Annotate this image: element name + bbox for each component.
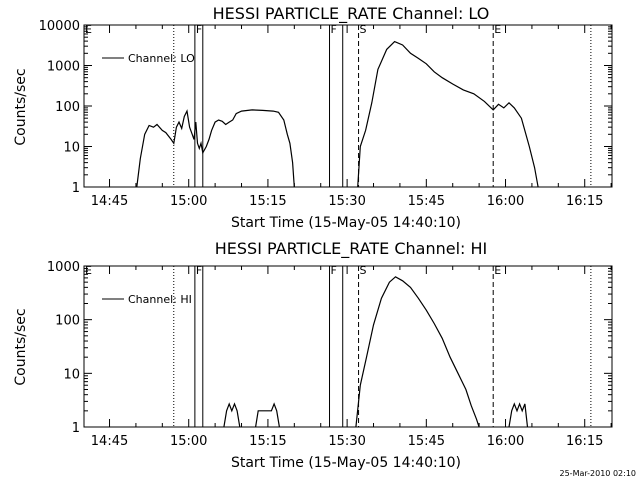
y-tick-label: 100 (55, 100, 80, 115)
x-tick-label: 14:45 (91, 434, 128, 449)
y-axis-label: Counts/sec (13, 68, 29, 145)
series-line (355, 276, 480, 428)
x-tick-label: 15:00 (170, 194, 207, 209)
y-tick-label: 10 (63, 367, 80, 382)
hi-channel-panel: HESSI PARTICLE_RATE Channel: HI Counts/s… (13, 239, 613, 471)
footer-timestamp: 25-Mar-2010 02:10 (560, 469, 637, 478)
y-tick-label: 10 (63, 141, 80, 156)
chart-title: HESSI PARTICLE_RATE Channel: LO (213, 4, 490, 24)
y-tick-label: 1000 (47, 260, 80, 275)
y-tick-label: 1000 (47, 60, 80, 75)
event-marker-label: F (196, 23, 202, 36)
x-tick-label: 16:00 (487, 434, 524, 449)
x-axis-label: Start Time (15-May-05 14:40:10) (231, 215, 461, 231)
x-tick-label: 16:00 (487, 194, 524, 209)
x-tick-label: 15:45 (408, 434, 445, 449)
event-marker-label: F (331, 23, 337, 36)
y-tick-label: 10000 (39, 19, 80, 34)
event-marker-label: E (85, 23, 92, 36)
x-tick-label: 15:45 (408, 194, 445, 209)
legend-label: Channel: LO (128, 52, 195, 65)
x-tick-label: 15:00 (170, 434, 207, 449)
y-tick-label: 1 (72, 421, 80, 436)
event-marker-label: S (360, 264, 367, 277)
series-line (357, 40, 539, 188)
y-axis-label: Counts/sec (13, 308, 29, 385)
event-marker-label: F (331, 264, 337, 277)
x-tick-label: 15:30 (328, 434, 365, 449)
series-line (508, 402, 529, 428)
x-tick-label: 16:15 (566, 194, 603, 209)
x-tick-label: 16:15 (566, 434, 603, 449)
x-tick-label: 15:15 (249, 434, 286, 449)
event-marker-label: E (494, 264, 501, 277)
event-marker-label: S (360, 23, 367, 36)
x-axis-label: Start Time (15-May-05 14:40:10) (231, 455, 461, 471)
x-tick-label: 14:45 (91, 194, 128, 209)
series-line (223, 402, 241, 428)
series-line (136, 109, 295, 188)
plot-frame (83, 265, 613, 428)
series-line (255, 402, 280, 428)
event-marker-label: F (196, 264, 202, 277)
legend-label: Channel: HI (128, 293, 192, 306)
y-tick-label: 100 (55, 314, 80, 329)
lo-channel-panel: HESSI PARTICLE_RATE Channel: LO Counts/s… (13, 4, 613, 231)
x-tick-label: 15:15 (249, 194, 286, 209)
event-marker-label: E (85, 264, 92, 277)
chart-title: HESSI PARTICLE_RATE Channel: HI (215, 239, 488, 259)
event-marker-label: E (494, 23, 501, 36)
x-tick-label: 15:30 (328, 194, 365, 209)
y-tick-label: 1 (72, 181, 80, 196)
